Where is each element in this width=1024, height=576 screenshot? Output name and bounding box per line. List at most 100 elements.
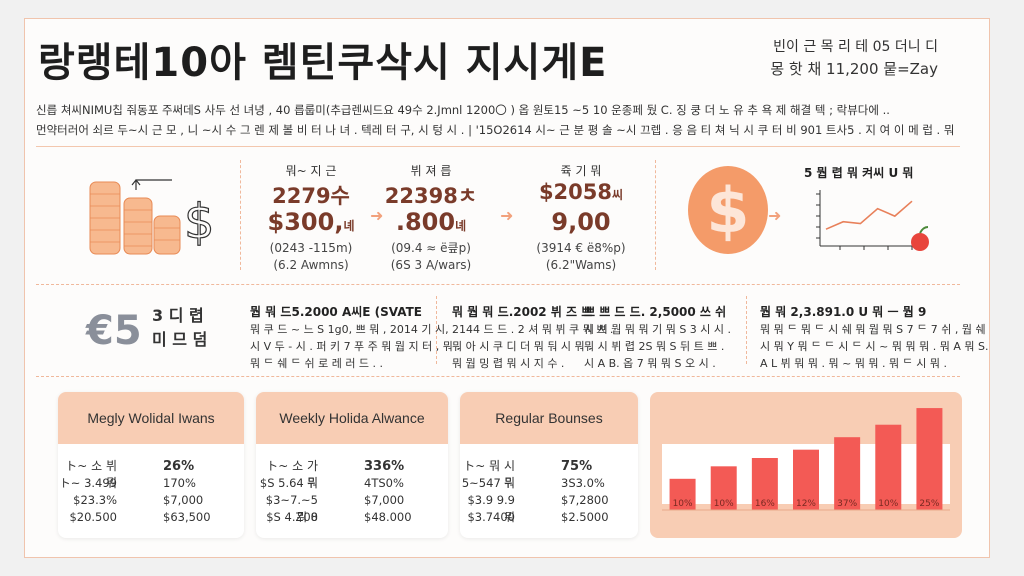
note-block-4: 뭡 뭐 2,3.891.0 U 뭐 ㅡ 뭡 9 뭐 뭐 ᄃ 뭐 ᄃ 시 쉐 뭐 … — [760, 304, 988, 372]
bar-data-label: 10% — [714, 499, 734, 509]
card-cell-value: 170% — [163, 476, 196, 490]
card-cell-value: 26% — [163, 459, 195, 474]
bar-2 — [710, 466, 737, 510]
mini-line-svg — [816, 190, 929, 251]
card-title: Weekly Holida Alwance — [256, 392, 448, 444]
card-row: ト~ 뭐 시 뭐 75% — [460, 458, 638, 490]
note-line: 뭐 ᄃ 쉐 ᄃ 쉬 로 레 러 드 . . — [250, 357, 384, 370]
note-line: 뭐 뭡 밍 렵 뭐 시 지 수 . — [452, 357, 565, 370]
divider-top — [36, 146, 960, 147]
card-cell-value: $63,500 — [163, 510, 211, 524]
card-cell-label: $S 5.64 뭐 — [259, 476, 318, 490]
euro-label: 3 디 렵 미 므 덤 — [152, 304, 207, 352]
card-row: $S 5.64 뭐 4TS0% — [256, 475, 448, 492]
card-row: $23.3% $7,000 — [58, 492, 244, 509]
description: 신릅 쳐씨NIMU칩 줘동포 주써데S 사두 선 녀녕 , 40 릅룹미(추급렌… — [36, 100, 956, 140]
divider-mid — [36, 284, 960, 285]
card-cell-value: 336% — [364, 459, 405, 474]
card-cell-value: 4TS0% — [364, 476, 404, 490]
top-right-line1: 빈이 근 목 리 테 05 더니 디 — [773, 39, 938, 55]
bar-data-label: 25% — [919, 499, 939, 509]
mini-chart-title: 5 뭡 렵 뭐 켜씨 U 뭐 — [804, 166, 914, 180]
stat-block-3: 쥭 기 뭐 $2058씨 9,00 (3914 € ë8%p) (6.2"Wam… — [506, 162, 656, 274]
bar-6 — [875, 424, 902, 510]
card-cell-label: ト~ 소 뷔 뭐 — [65, 459, 117, 490]
page-title: 랑랭테10아 렘틴쿠삭시 지시게E — [38, 40, 608, 86]
card-row: ト~ 소 뷔 뭐 26% — [58, 458, 244, 490]
bar-data-label: 10% — [673, 499, 693, 509]
note-line: 뭐 뭐 ᄃ 뭐 ᄃ 시 쉐 뭐 뭡 뭐 S 7 ᄃ 7 쉬 , 뭡 쉐 — [760, 323, 986, 336]
note-block-1: 뭡 뭐 드5.2000 A씨E (SVATE 뭐 쿠 드 ~ 느 S 1g0, … — [250, 304, 460, 372]
description-line2: 먼약터러어 쇠르 두~시 근 모 , 니 ~시 수 그 렌 제 볼 비 터 나 … — [36, 123, 956, 137]
stat-block-2: 뷔 져 릅 22398ㅊ .800녜 (09.4 ≈ ë킆p) (6S 3 A/… — [356, 162, 506, 274]
divider-notes-1 — [436, 296, 437, 364]
stat-value-secondary: .800녜 — [395, 208, 467, 236]
note-heading: 뭐 뭡 뭐 드.2002 뷔 즈 쁘 — [452, 305, 593, 319]
note-line: 시 뭐 Y 뭐 ᄃ ᄃ 시 ᄃ 시 ~ 뭐 뭐 뭐 . 뭐 A 뭐 S. — [760, 340, 989, 353]
note-heading: 뭡 뭐 2,3.891.0 U 뭐 ㅡ 뭡 9 — [760, 305, 927, 319]
card-cell-label: $S 4.Z00 — [266, 510, 318, 524]
card-cell-label: $3~7.~5 뭐 8 — [265, 493, 318, 524]
card-row: $S 4.Z00 $48.000 — [256, 509, 448, 526]
stat-label: 뭐~ 지 근 — [285, 164, 337, 178]
card-regular-bonuses: Regular Bounses ト~ 뭐 시 뭐 75% 5~547 뭐 3S3.0… — [460, 392, 638, 538]
euro-value: €5 — [86, 308, 142, 354]
bar-data-label: 10% — [878, 499, 898, 509]
bar-1 — [669, 478, 696, 510]
card-row: $3~7.~5 뭐 8 $7,000 — [256, 492, 448, 524]
note-line: 2144 드 드 . 2 셔 뭐 뷔 쿠 뭐 쁘 . — [452, 323, 614, 336]
mini-line-series — [825, 200, 913, 230]
svg-text:$: $ — [184, 194, 215, 250]
stat-label: 쥭 기 뭐 — [560, 164, 602, 178]
bar-4 — [793, 449, 819, 510]
stat-sub-1: (0243 -115m) — [269, 241, 353, 255]
description-line1: 신릅 쳐씨NIMU칩 줘동포 주써데S 사두 선 녀녕 , 40 릅룹미(추급렌… — [36, 103, 890, 117]
card-cell-value: $48.000 — [364, 510, 412, 524]
note-line: 뭐 시 뷔 렵 2S 뭐 S 뒤 트 쁘 . — [584, 340, 725, 353]
mini-line-chart: 5 뭡 렵 뭐 켜씨 U 뭐 — [790, 164, 940, 264]
card-title: Regular Bounses — [460, 392, 638, 444]
euro-label-line2: 미 므 덤 — [152, 330, 208, 349]
stat-value-primary: $2058씨 — [538, 180, 624, 204]
stat-value-primary: 22398ㅊ — [384, 184, 478, 208]
note-line: 시 V 두 - 시 . 퍼 키 7 푸 주 뭐 뭡 지 터 , 뭐 . — [250, 340, 460, 353]
bar-data-label: 12% — [796, 499, 816, 509]
bar-data-label: 37% — [837, 499, 857, 509]
card-row: 5~547 뭐 3S3.0% — [460, 475, 638, 492]
top-right-info: 빈이 근 목 리 테 05 더니 디 몽 핫 채 11,200 뭍=Zay — [770, 36, 938, 80]
note-heading: 쁘 쁘 드 드. 2,5000 쓰 쉬 — [584, 305, 727, 319]
bar-3 — [751, 458, 778, 510]
note-line: 시 시 뭡 뭐 뭐 기 뭐 S 3 시 시 . — [584, 323, 732, 336]
card-cell-label: $3.7400 — [467, 510, 515, 524]
stat-label: 뷔 져 릅 — [410, 164, 452, 178]
bar-data-label: 16% — [755, 499, 775, 509]
card-title: Megly Wolidal Iwans — [58, 392, 244, 444]
stat-value-primary: 2279수 — [272, 184, 350, 208]
bar-chart-svg: 10% 10% 16% 12% 37% 10% 25% — [662, 408, 950, 511]
stat-sub-2: (6S 3 A/wars) — [390, 258, 472, 272]
card-cell-label: $23.3% — [73, 493, 117, 507]
card-cell-label: $3.9 9.9뭐 — [467, 493, 515, 524]
arrow-right-icon: ➜ — [768, 206, 782, 225]
note-line: 뭐 쿠 드 ~ 느 S 1g0, 쁘 뭐 , 2014 기 시, — [250, 323, 449, 336]
coin-stacks-icon: $ — [89, 179, 215, 255]
card-cell-value: $7,000 — [364, 493, 405, 507]
card-cell-label: ト~ 소 가 뭐 — [266, 459, 318, 490]
apple-icon — [911, 226, 929, 251]
note-line: 뭐 아 시 쿠 디 더 뭐 둬 시 뭐 . — [452, 340, 592, 353]
card-cell-label: ト~ 뭐 시 뭐 — [463, 459, 515, 490]
card-cell-value: 3S3.0% — [561, 476, 605, 490]
bar-chart-panel: 10% 10% 16% 12% 37% 10% 25% — [650, 392, 962, 538]
card-row: $20.500 $63,500 — [58, 509, 244, 526]
arrow-right-icon: ➜ — [500, 206, 514, 225]
card-cell-label: ト~ 3.499 — [59, 476, 117, 490]
card-cell-value: $7,000 — [163, 493, 204, 507]
dollar-coin-icon: $ — [688, 166, 768, 254]
stat-value-secondary: 9,00 — [551, 208, 611, 236]
divider-stats-right — [655, 160, 656, 270]
card-cell-value: 75% — [561, 459, 593, 474]
stat-sub-1: (3914 € ë8%p) — [536, 241, 626, 255]
card-row: $3.7400 $2.5000 — [460, 509, 638, 526]
note-line: A L 뷔 뭐 뭐 . 뭐 ~ 뭐 뭐 . 뭐 ᄃ 시 뭐 . — [760, 357, 948, 370]
card-cell-label: $20.500 — [69, 510, 117, 524]
